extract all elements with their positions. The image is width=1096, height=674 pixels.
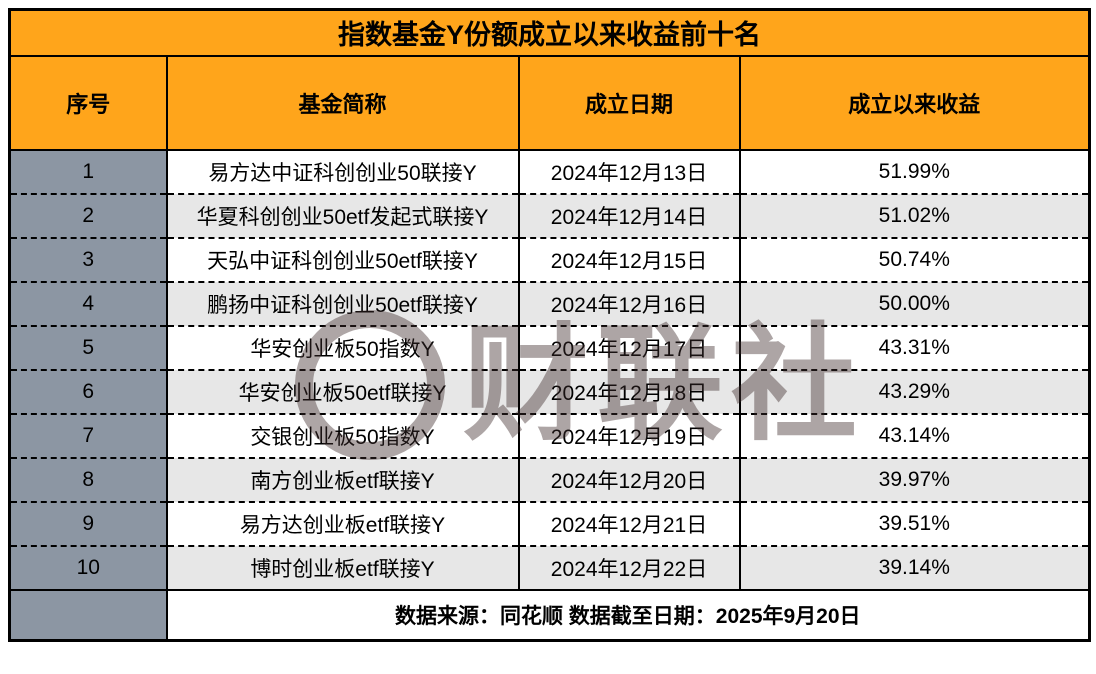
table-title: 指数基金Y份额成立以来收益前十名 (8, 8, 1091, 57)
fund-name-cell: 华夏科创创业50etf发起式联接Y (165, 192, 520, 239)
inception-date-cell: 2024年12月15日 (517, 236, 741, 283)
return-cell: 51.99% (738, 148, 1091, 195)
fund-name-cell: 博时创业板etf联接Y (165, 544, 520, 591)
fund-name-cell: 天弘中证科创创业50etf联接Y (165, 236, 520, 283)
fund-name-cell: 交银创业板50指数Y (165, 412, 520, 459)
rank-cell: 3 (8, 236, 168, 283)
table-row: 4 鹏扬中证科创创业50etf联接Y 2024年12月16日 50.00% (8, 280, 1091, 327)
inception-date-cell: 2024年12月22日 (517, 544, 741, 591)
table-row: 5 华安创业板50指数Y 2024年12月17日 43.31% (8, 324, 1091, 371)
table-row: 1 易方达中证科创创业50联接Y 2024年12月13日 51.99% (8, 148, 1091, 195)
rank-cell: 6 (8, 368, 168, 415)
return-cell: 39.14% (738, 544, 1091, 591)
column-header-return: 成立以来收益 (738, 54, 1091, 151)
rank-cell: 7 (8, 412, 168, 459)
table-row: 9 易方达创业板etf联接Y 2024年12月21日 39.51% (8, 500, 1091, 547)
inception-date-cell: 2024年12月18日 (517, 368, 741, 415)
return-cell: 50.00% (738, 280, 1091, 327)
rank-cell: 10 (8, 544, 168, 591)
column-header-fund-name: 基金简称 (165, 54, 520, 151)
column-header-rank: 序号 (8, 54, 168, 151)
rank-cell: 5 (8, 324, 168, 371)
rank-cell: 8 (8, 456, 168, 503)
return-cell: 51.02% (738, 192, 1091, 239)
inception-date-cell: 2024年12月20日 (517, 456, 741, 503)
table-row: 6 华安创业板50etf联接Y 2024年12月18日 43.29% (8, 368, 1091, 415)
return-cell: 50.74% (738, 236, 1091, 283)
fund-name-cell: 易方达创业板etf联接Y (165, 500, 520, 547)
inception-date-cell: 2024年12月21日 (517, 500, 741, 547)
return-cell: 39.51% (738, 500, 1091, 547)
return-cell: 43.31% (738, 324, 1091, 371)
fund-name-cell: 华安创业板50指数Y (165, 324, 520, 371)
table-row: 8 南方创业板etf联接Y 2024年12月20日 39.97% (8, 456, 1091, 503)
footer-row: 数据来源：同花顺 数据截至日期：2025年9月20日 (8, 588, 1091, 642)
inception-date-cell: 2024年12月14日 (517, 192, 741, 239)
fund-name-cell: 易方达中证科创创业50联接Y (165, 148, 520, 195)
column-header-inception-date: 成立日期 (517, 54, 741, 151)
footer-left-cell (8, 588, 168, 642)
title-row: 指数基金Y份额成立以来收益前十名 (8, 8, 1091, 57)
inception-date-cell: 2024年12月19日 (517, 412, 741, 459)
table-row: 7 交银创业板50指数Y 2024年12月19日 43.14% (8, 412, 1091, 459)
rank-cell: 1 (8, 148, 168, 195)
inception-date-cell: 2024年12月16日 (517, 280, 741, 327)
fund-ranking-table: 指数基金Y份额成立以来收益前十名 序号 基金简称 成立日期 成立以来收益 1 易… (8, 8, 1092, 642)
table-row: 3 天弘中证科创创业50etf联接Y 2024年12月15日 50.74% (8, 236, 1091, 283)
fund-name-cell: 华安创业板50etf联接Y (165, 368, 520, 415)
inception-date-cell: 2024年12月13日 (517, 148, 741, 195)
rank-cell: 2 (8, 192, 168, 239)
fund-name-cell: 鹏扬中证科创创业50etf联接Y (165, 280, 520, 327)
rank-cell: 9 (8, 500, 168, 547)
rank-cell: 4 (8, 280, 168, 327)
return-cell: 39.97% (738, 456, 1091, 503)
table-row: 10 博时创业板etf联接Y 2024年12月22日 39.14% (8, 544, 1091, 591)
header-row: 序号 基金简称 成立日期 成立以来收益 (8, 54, 1091, 151)
return-cell: 43.29% (738, 368, 1091, 415)
table-row: 2 华夏科创创业50etf发起式联接Y 2024年12月14日 51.02% (8, 192, 1091, 239)
data-source-note: 数据来源：同花顺 数据截至日期：2025年9月20日 (165, 588, 1091, 642)
inception-date-cell: 2024年12月17日 (517, 324, 741, 371)
return-cell: 43.14% (738, 412, 1091, 459)
fund-name-cell: 南方创业板etf联接Y (165, 456, 520, 503)
